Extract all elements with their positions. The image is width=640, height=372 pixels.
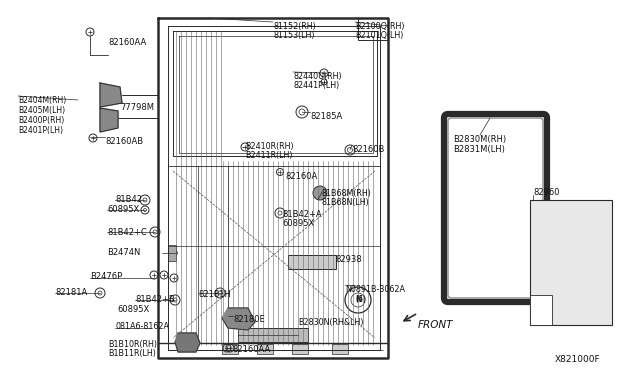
Text: 60895X: 60895X — [117, 305, 149, 314]
Text: 81B42+B: 81B42+B — [135, 295, 175, 304]
Bar — [168, 245, 176, 261]
Text: B2830M(RH): B2830M(RH) — [453, 135, 506, 144]
Bar — [238, 328, 308, 342]
Text: B1B10R(RH): B1B10R(RH) — [108, 340, 157, 349]
Text: 81B42+A: 81B42+A — [282, 210, 322, 219]
Polygon shape — [100, 108, 118, 132]
Text: 60895X: 60895X — [107, 205, 140, 214]
Text: 82160A: 82160A — [285, 172, 317, 181]
Text: B2474N: B2474N — [107, 248, 140, 257]
Text: B2404M(RH): B2404M(RH) — [18, 96, 67, 105]
Bar — [530, 200, 612, 325]
Polygon shape — [222, 308, 255, 330]
Bar — [292, 344, 308, 354]
Text: B2100Q(RH): B2100Q(RH) — [355, 22, 404, 31]
Text: 82440U(RH): 82440U(RH) — [293, 72, 342, 81]
Text: 77798M: 77798M — [120, 103, 154, 112]
Text: B2476P: B2476P — [90, 272, 122, 281]
Text: 81B68M(RH): 81B68M(RH) — [322, 189, 372, 198]
Text: 81B68N(LH): 81B68N(LH) — [322, 198, 370, 207]
Circle shape — [345, 287, 371, 313]
Polygon shape — [175, 333, 200, 352]
Circle shape — [313, 186, 327, 200]
Text: 82160AB: 82160AB — [105, 137, 143, 146]
Bar — [358, 18, 388, 40]
Text: B2830N(RH&LH): B2830N(RH&LH) — [298, 318, 364, 327]
Bar — [332, 344, 348, 354]
Text: 82180E: 82180E — [233, 315, 265, 324]
Text: B2831M(LH): B2831M(LH) — [453, 145, 505, 154]
Text: N: N — [355, 295, 361, 305]
Text: 82181H: 82181H — [198, 290, 231, 299]
Text: 82160AA: 82160AA — [232, 345, 270, 354]
Text: X821000F: X821000F — [555, 355, 600, 364]
Text: B2410R(RH): B2410R(RH) — [245, 142, 294, 151]
Polygon shape — [530, 295, 552, 325]
Text: B2400P(RH): B2400P(RH) — [18, 116, 64, 125]
Text: 82960: 82960 — [533, 188, 559, 197]
Text: B2401P(LH): B2401P(LH) — [18, 126, 63, 135]
Text: N0891B-3062A: N0891B-3062A — [345, 285, 405, 294]
Text: (6): (6) — [355, 295, 366, 304]
Text: FRONT: FRONT — [418, 320, 454, 330]
Circle shape — [173, 250, 177, 256]
Text: 81153(LH): 81153(LH) — [273, 31, 314, 40]
Text: 82160AA: 82160AA — [108, 38, 147, 47]
Bar — [222, 344, 238, 354]
Text: 081A6-8162A: 081A6-8162A — [115, 322, 169, 331]
Text: 81152(RH): 81152(RH) — [273, 22, 316, 31]
Text: 82160B: 82160B — [352, 145, 385, 154]
Text: B1B11R(LH): B1B11R(LH) — [108, 349, 156, 358]
Text: 82938: 82938 — [335, 255, 362, 264]
Text: 82185A: 82185A — [310, 112, 342, 121]
Text: B2101Q(LH): B2101Q(LH) — [355, 31, 403, 40]
Text: 81B42: 81B42 — [115, 195, 142, 204]
Polygon shape — [100, 83, 122, 107]
Bar — [288, 255, 336, 269]
Text: B2411R(LH): B2411R(LH) — [245, 151, 292, 160]
Text: 82441P(LH): 82441P(LH) — [293, 81, 339, 90]
Text: 81B42+C: 81B42+C — [107, 228, 147, 237]
Text: 82181A: 82181A — [55, 288, 87, 297]
Text: 60895X: 60895X — [282, 219, 314, 228]
Bar — [257, 344, 273, 354]
Text: B2405M(LH): B2405M(LH) — [18, 106, 65, 115]
